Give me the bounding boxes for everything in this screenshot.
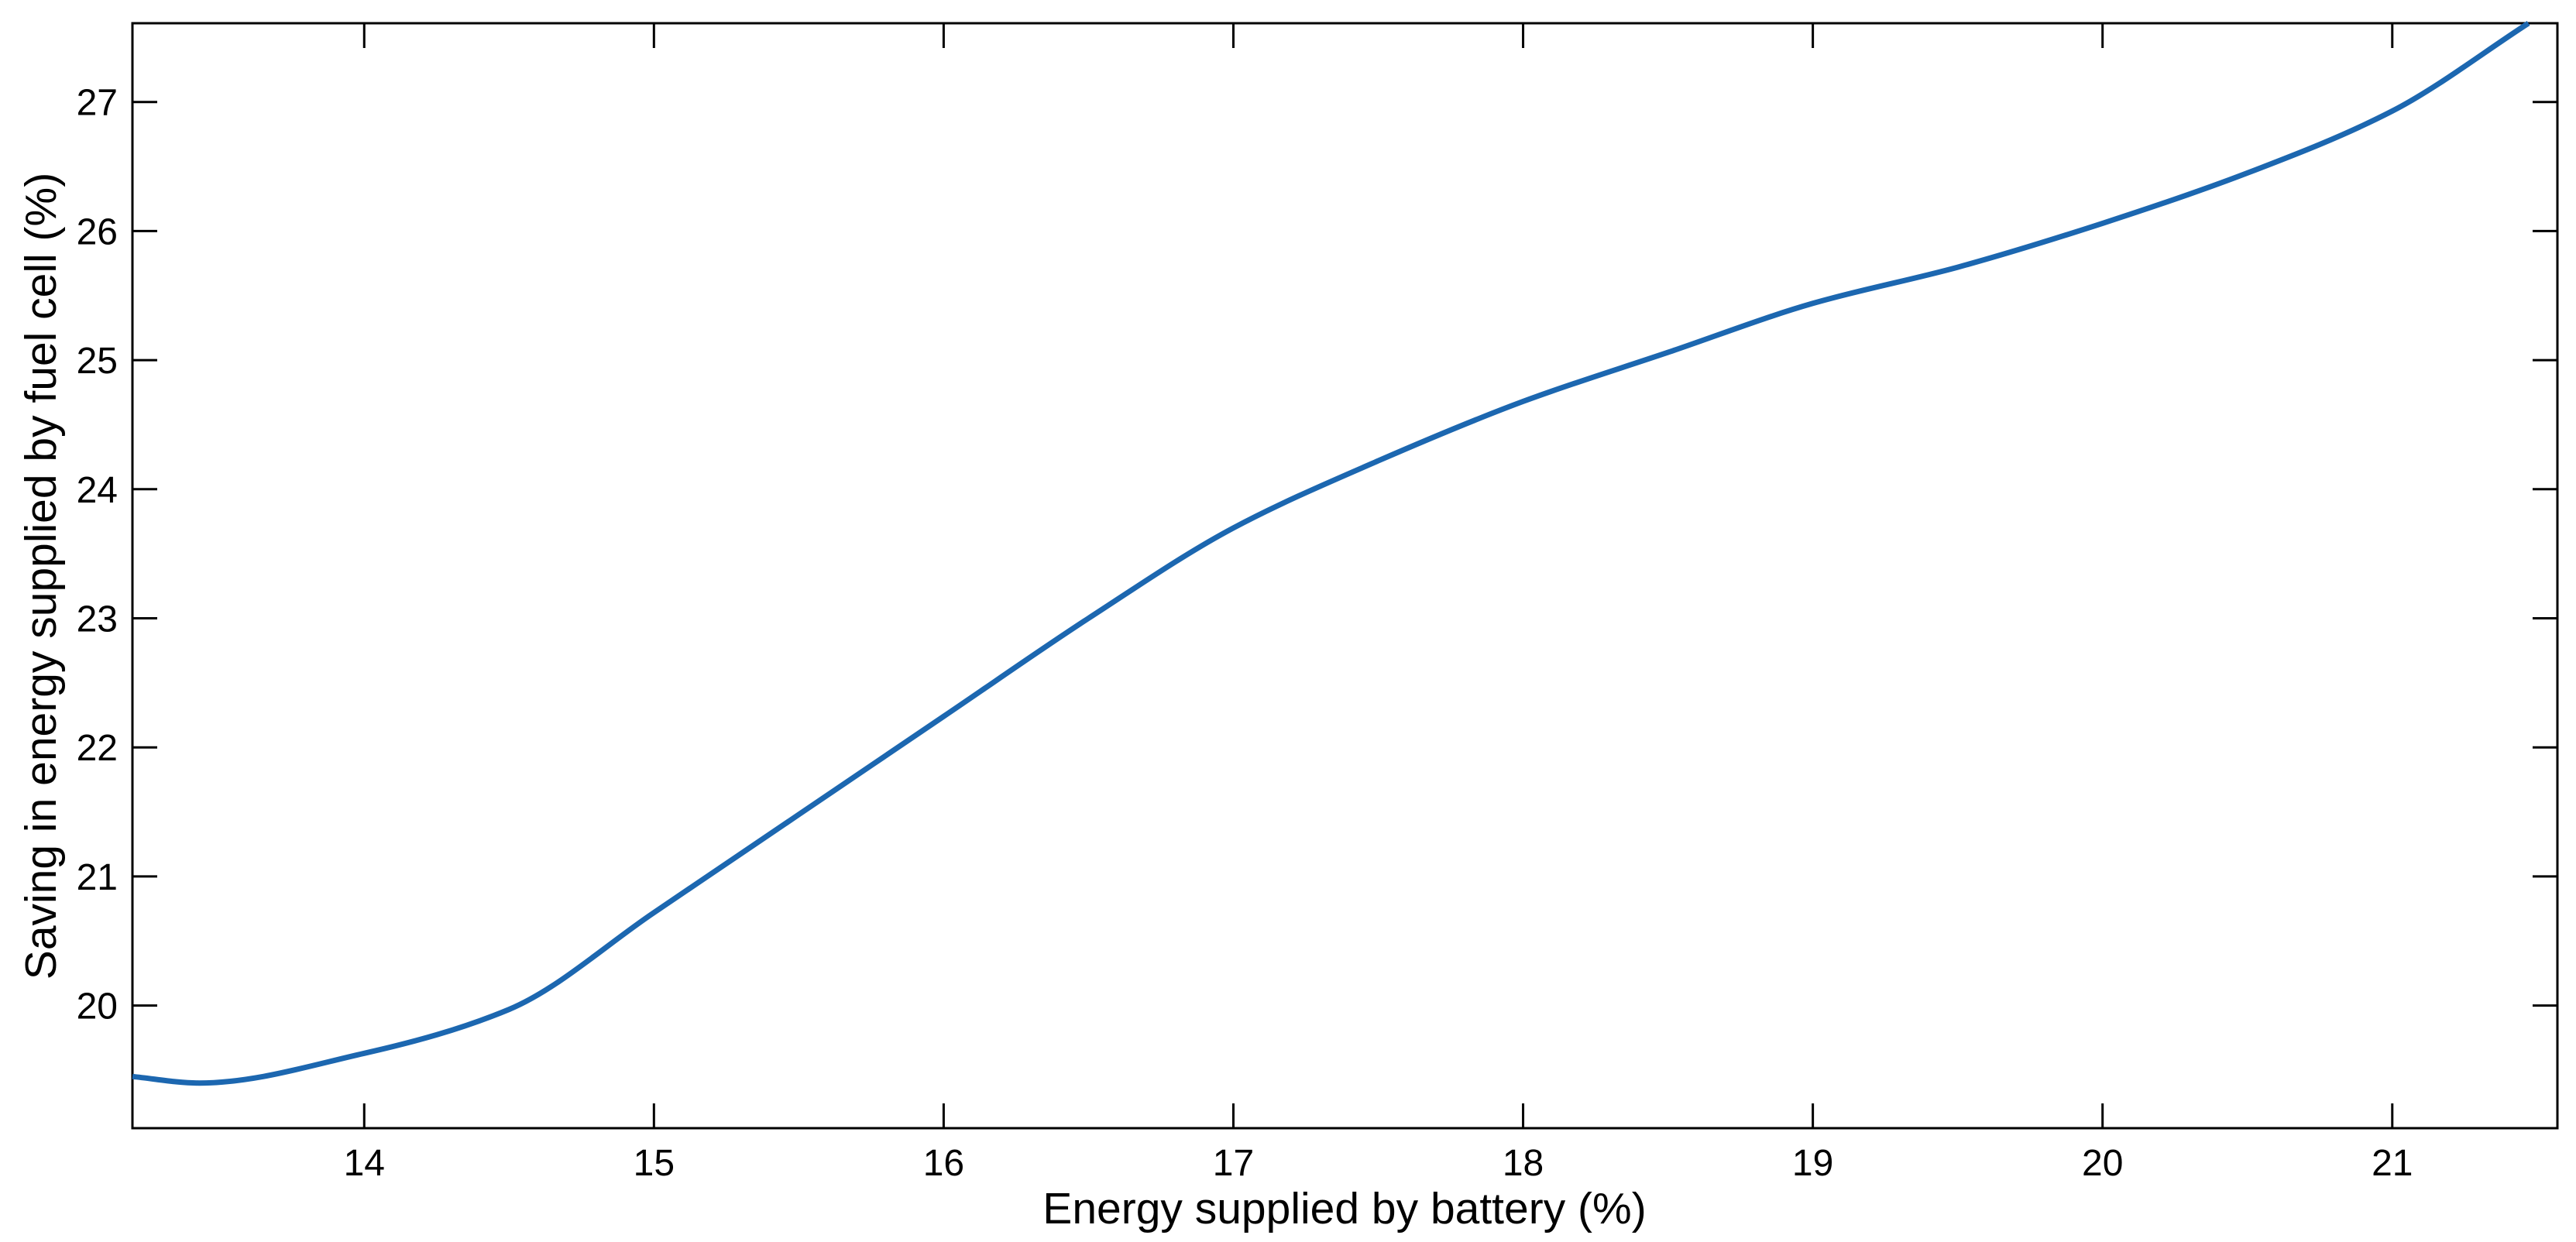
y-tick-label: 22: [77, 728, 118, 769]
y-tick-label: 20: [77, 986, 118, 1028]
x-tick-label: 17: [1213, 1143, 1254, 1184]
y-tick-label: 27: [77, 83, 118, 124]
y-tick-label: 21: [77, 857, 118, 898]
x-tick-label: 18: [1503, 1143, 1544, 1184]
x-tick-label: 14: [344, 1143, 385, 1184]
x-axis-label: Energy supplied by battery (%): [1042, 1184, 1646, 1233]
y-tick-label: 24: [77, 470, 118, 511]
axis-box: [131, 22, 2559, 1130]
y-axis-label: Saving in energy supplied by fuel cell (…: [16, 173, 66, 980]
y-tick-label: 26: [77, 211, 118, 252]
plot-area: 14 15 16 17 18 19 20 21 20 21 22 23 24 25 26 27: [77, 21, 2559, 1184]
x-tick-label: 20: [2082, 1143, 2123, 1184]
y-tick-label: 25: [77, 341, 118, 382]
x-tick-label: 19: [1792, 1143, 1833, 1184]
x-tick-label: 21: [2372, 1143, 2413, 1184]
y-tick-label: 23: [77, 599, 118, 640]
x-tick-label: 16: [923, 1143, 964, 1184]
data-line-saving-in-fuel-cell-energy: [132, 21, 2530, 1086]
x-tick-label: 15: [634, 1143, 675, 1184]
